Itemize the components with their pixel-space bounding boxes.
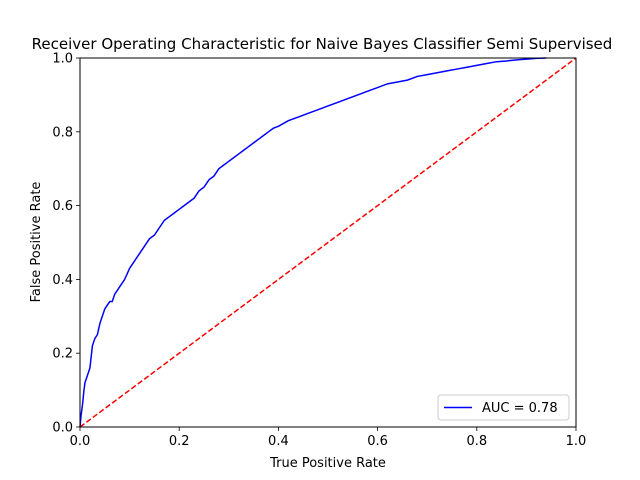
y-tick-label: 0.6 — [52, 199, 73, 214]
x-tick-label: 0.8 — [466, 434, 487, 449]
y-tick-label: 1.0 — [52, 52, 73, 67]
y-axis-ticks: 0.0 0.2 0.4 0.6 0.8 1.0 — [52, 52, 80, 436]
chart-title: Receiver Operating Characteristic for Na… — [32, 35, 613, 53]
plot-frame — [79, 57, 577, 428]
x-tick-label: 0.2 — [169, 434, 190, 449]
x-tick-label: 1.0 — [566, 434, 587, 449]
y-tick-label: 0.4 — [52, 273, 73, 288]
x-axis-label: True Positive Rate — [269, 456, 386, 471]
legend-label-auc: AUC = 0.78 — [482, 401, 558, 416]
series-layer — [79, 57, 577, 428]
legend-box — [437, 394, 570, 421]
y-axis-label: False Positive Rate — [29, 182, 44, 303]
x-tick-label: 0.6 — [367, 434, 388, 449]
diagonal-reference-line — [79, 57, 577, 428]
y-tick-label: 0.8 — [52, 125, 73, 140]
roc-curve-line — [79, 57, 547, 428]
y-tick-label: 0.2 — [52, 347, 73, 362]
x-tick-label: 0.0 — [70, 434, 91, 449]
x-axis-ticks: 0.0 0.2 0.4 0.6 0.8 1.0 — [70, 427, 587, 449]
x-tick-label: 0.4 — [268, 434, 289, 449]
y-tick-label: 0.0 — [52, 421, 73, 436]
legend: AUC = 0.78 — [437, 394, 570, 421]
